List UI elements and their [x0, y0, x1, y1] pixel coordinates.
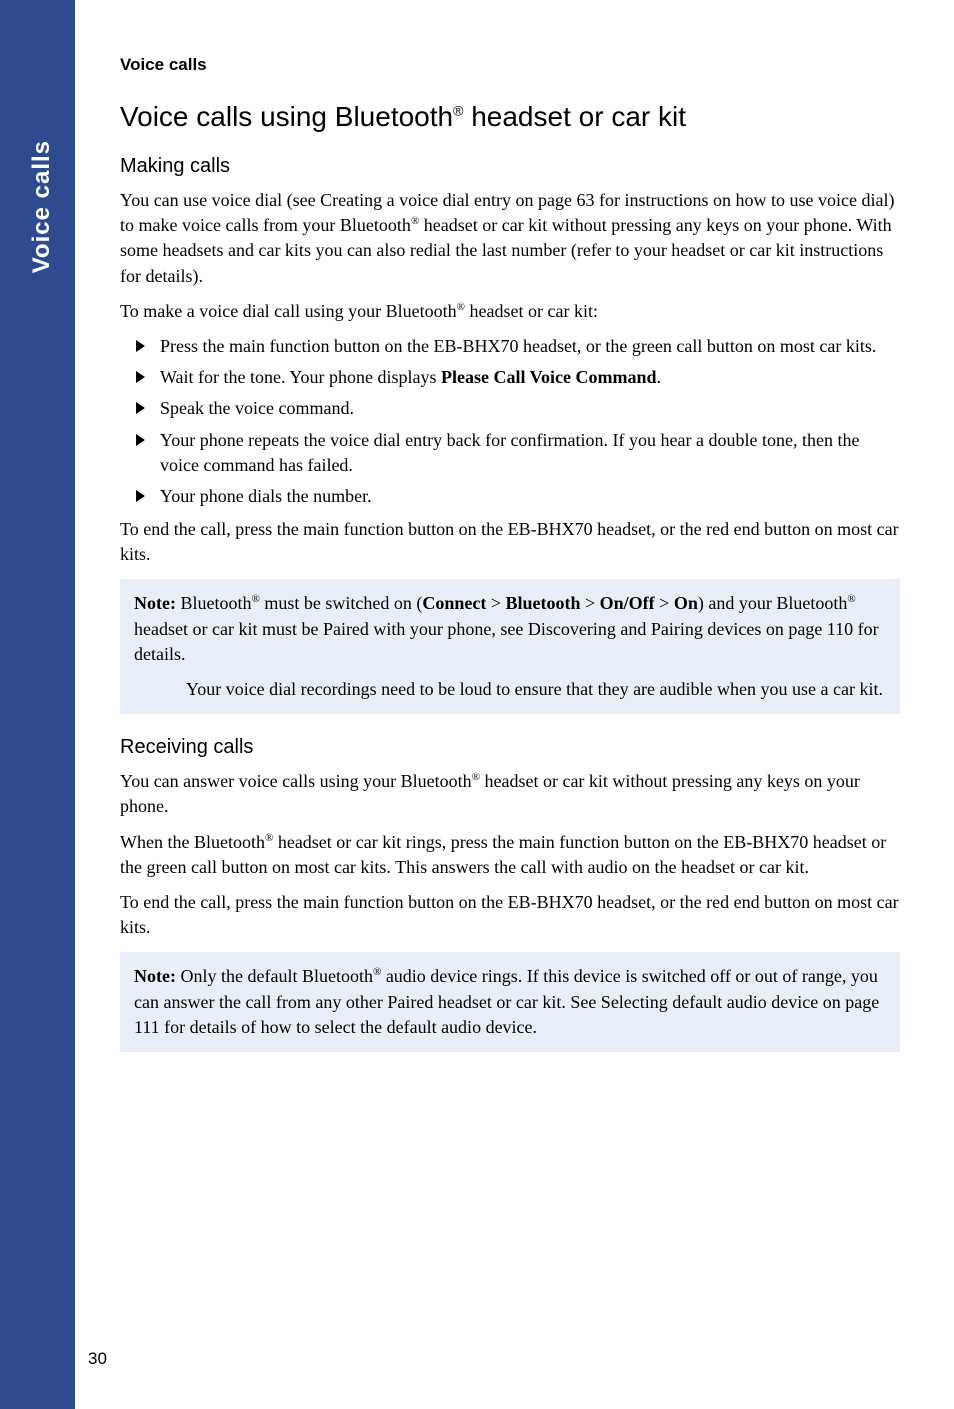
text: > [655, 593, 674, 613]
text: Wait for the tone. Your phone displays [160, 367, 441, 387]
paragraph: You can answer voice calls using your Bl… [120, 769, 900, 819]
text: headset or car kit must be Paired with y… [134, 619, 879, 664]
text: ) and your Bluetooth [698, 593, 847, 613]
text: Press the main function button on the EB… [160, 336, 876, 356]
note-label: Note: [134, 593, 176, 613]
text: headset or car kit: [465, 301, 598, 321]
paragraph: To make a voice dial call using your Blu… [120, 299, 900, 324]
paragraph: You can use voice dial (see Creating a v… [120, 188, 900, 289]
note-paragraph: Note: Bluetooth® must be switched on (Co… [134, 591, 886, 667]
section-title-receiving-calls: Receiving calls [120, 736, 900, 759]
note-box: Note: Bluetooth® must be switched on (Co… [120, 579, 900, 714]
bold-text: On/Off [600, 593, 655, 613]
main-title: Voice calls using Bluetooth® headset or … [120, 101, 900, 133]
section-title-making-calls: Making calls [120, 155, 900, 178]
bold-text: On [674, 593, 698, 613]
note-paragraph: Your voice dial recordings need to be lo… [134, 677, 886, 702]
text: Your phone dials the number. [160, 486, 372, 506]
text: Speak the voice command. [160, 398, 354, 418]
text: must be switched on ( [260, 593, 422, 613]
note-paragraph: Note: Only the default Bluetooth® audio … [134, 964, 886, 1040]
paragraph: When the Bluetooth® headset or car kit r… [120, 830, 900, 880]
list-item: Your phone dials the number. [144, 484, 900, 509]
page-number: 30 [88, 1349, 107, 1369]
paragraph: To end the call, press the main function… [120, 517, 900, 567]
list-item: Speak the voice command. [144, 396, 900, 421]
bold-text: Please Call Voice Command [441, 367, 657, 387]
registered-icon: ® [472, 771, 480, 783]
sidebar-section-label: Voice calls [28, 140, 56, 273]
registered-icon: ® [251, 593, 259, 605]
sidebar: Voice calls [0, 0, 75, 1409]
note-label: Note: [134, 966, 176, 986]
bold-text: Connect [422, 593, 486, 613]
registered-icon: ® [847, 593, 855, 605]
text: > [581, 593, 600, 613]
text: Only the default Bluetooth [176, 966, 373, 986]
list-item: Wait for the tone. Your phone displays P… [144, 365, 900, 390]
note-box: Note: Only the default Bluetooth® audio … [120, 952, 900, 1052]
page-header: Voice calls [120, 55, 900, 75]
registered-icon: ® [457, 301, 465, 313]
bullet-list: Press the main function button on the EB… [120, 334, 900, 509]
list-item: Your phone repeats the voice dial entry … [144, 428, 900, 478]
paragraph: To end the call, press the main function… [120, 890, 900, 940]
bold-text: Bluetooth [505, 593, 580, 613]
main-title-text: Voice calls using Bluetooth [120, 101, 453, 132]
page-content: Voice calls Voice calls using Bluetooth®… [120, 55, 900, 1064]
registered-icon: ® [453, 103, 463, 119]
text: > [486, 593, 505, 613]
text: Your phone repeats the voice dial entry … [160, 430, 859, 475]
text: You can answer voice calls using your Bl… [120, 771, 472, 791]
text: When the Bluetooth [120, 832, 265, 852]
text: To make a voice dial call using your Blu… [120, 301, 457, 321]
text: Bluetooth [176, 593, 252, 613]
list-item: Press the main function button on the EB… [144, 334, 900, 359]
main-title-suffix: headset or car kit [463, 101, 686, 132]
